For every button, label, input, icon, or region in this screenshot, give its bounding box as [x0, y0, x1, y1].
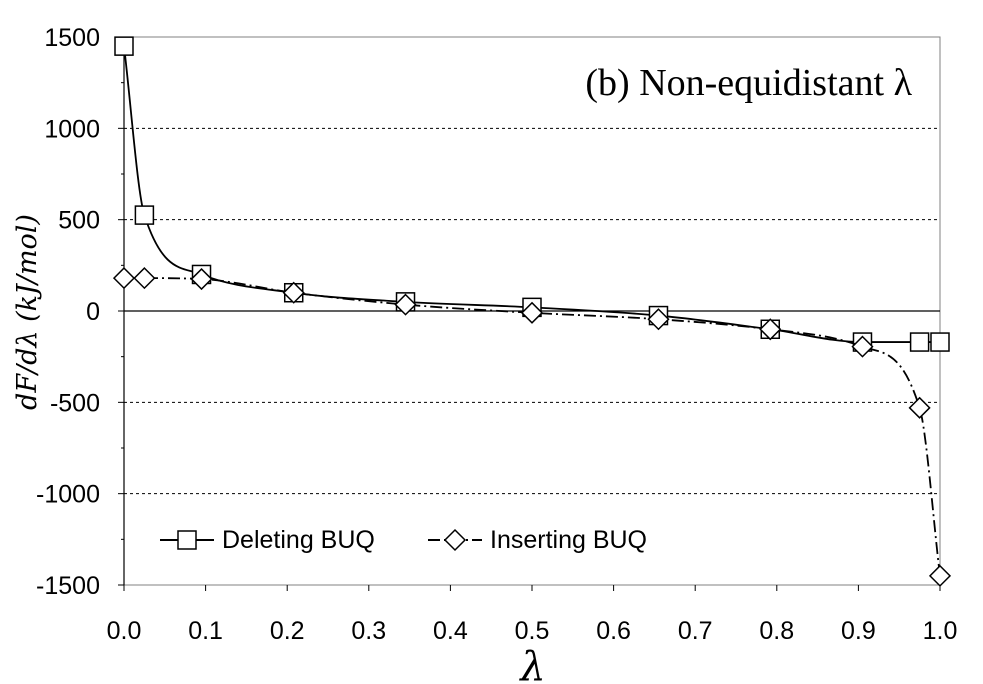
legend-marker-square [177, 530, 197, 550]
x-tick-label: 0.4 [433, 617, 468, 645]
data-point-diamond [133, 267, 156, 290]
data-point-square [114, 36, 134, 56]
y-axis-label: dF/dλ (kJ/mol) [12, 214, 43, 410]
series-group [112, 36, 952, 587]
y-tick-label: 1500 [44, 24, 100, 52]
y-tick-label: 500 [58, 207, 100, 235]
data-point-diamond [851, 335, 874, 358]
x-tick-label: 0.1 [188, 617, 223, 645]
y-tick-label: -1500 [36, 572, 100, 600]
x-tick-label: 0.5 [515, 617, 550, 645]
data-point-square [909, 332, 930, 352]
series-diamond [112, 267, 952, 587]
x-tick-label: 0.7 [678, 617, 713, 645]
data-point-square [930, 332, 950, 352]
x-tick-label: 0.0 [107, 617, 142, 645]
legend-marker-diamond [443, 528, 467, 552]
legend-label-deleting: Deleting BUQ [222, 526, 375, 554]
x-tick-label: 0.2 [270, 617, 305, 645]
data-point-diamond [908, 396, 931, 419]
data-point-diamond [112, 267, 136, 290]
x-tick-label: 1.0 [923, 617, 958, 645]
legend: Deleting BUQ Inserting BUQ [160, 526, 647, 554]
data-point-diamond [928, 564, 952, 587]
y-tick-label: 0 [86, 298, 100, 326]
data-point-diamond [282, 281, 305, 304]
x-tick-label: 0.6 [596, 617, 631, 645]
x-axis-label: λ [518, 644, 545, 684]
x-tick-label: 0.9 [841, 617, 876, 645]
chart-title: (b) Non-equidistant λ [585, 62, 912, 104]
data-point-diamond [394, 293, 417, 316]
series-line [124, 277, 941, 576]
legend-label-inserting: Inserting BUQ [490, 526, 647, 554]
data-point-diamond [190, 267, 213, 291]
data-point-diamond [647, 308, 670, 331]
x-tick-label: 0.8 [759, 617, 794, 645]
x-tick-label: 0.3 [351, 617, 386, 645]
data-point-diamond [759, 318, 782, 341]
data-point-diamond [520, 301, 544, 324]
y-tick-label: 1000 [44, 115, 100, 143]
y-tick-label: -500 [50, 389, 100, 417]
y-tick-label: -1000 [36, 481, 100, 509]
data-point-square [134, 205, 155, 225]
